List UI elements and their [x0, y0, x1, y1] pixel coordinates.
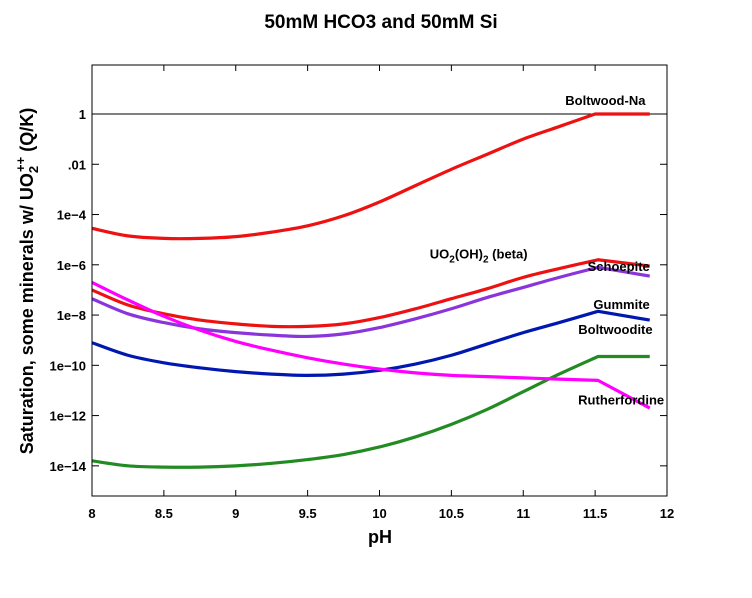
y-axis-label: Saturation, some minerals w/ UO2++ (Q/K): [13, 108, 41, 455]
x-tick-label: 10.5: [439, 506, 464, 521]
series-line-uo2-oh-2-beta: [92, 258, 650, 329]
y-tick-label: 1e−14: [49, 459, 86, 474]
x-tick-label: 8.5: [155, 506, 173, 521]
series-label-uo2-oh-2-beta: UO2(OH)2 (beta): [430, 247, 528, 266]
series-line-boltwoodite: [92, 354, 650, 469]
x-tick-label: 12: [660, 506, 674, 521]
x-axis-label: pH: [368, 527, 392, 547]
series-line-boltwood-na: [92, 112, 650, 241]
series-label-schoepite: Schoepite: [588, 259, 650, 274]
series-label-boltwoodite: Boltwoodite: [578, 322, 652, 337]
x-tick-label: 9: [232, 506, 239, 521]
series-line-gummite: [92, 309, 651, 377]
series-line-schoepite: [92, 265, 651, 339]
series-labels: Boltwood-Na UO2(OH)2 (beta) Schoepite Gummi…: [430, 93, 664, 407]
y-axis: 1 .01 1e−4 1e−6 1e−8 1e−10 1e−12 1e−14: [49, 107, 667, 474]
y-tick-label: 1e−10: [49, 358, 86, 373]
x-tick-label: 8: [88, 506, 95, 521]
series-label-gummite: Gummite: [593, 297, 649, 312]
y-tick-label: 1e−4: [57, 208, 87, 223]
series-label-rutherfordine: Rutherfordine: [578, 392, 664, 407]
chart-title: 50mM HCO3 and 50mM Si: [264, 12, 497, 33]
x-axis: 8 8.5 9 9.5 10 10.5 11 11.5 12: [88, 65, 674, 521]
y-tick-label: 1e−8: [57, 308, 86, 323]
x-tick-label: 10: [372, 506, 386, 521]
x-tick-label: 11: [516, 506, 530, 521]
series-label-boltwood-na: Boltwood-Na: [565, 93, 646, 108]
series-line-rutherfordine: [92, 280, 651, 410]
y-tick-label: 1e−6: [57, 258, 86, 273]
y-tick-label: .01: [68, 157, 86, 172]
y-tick-label: 1: [79, 107, 86, 122]
plot-frame: [91, 64, 668, 497]
y-tick-label: 1e−12: [49, 409, 86, 424]
x-tick-label: 11.5: [583, 506, 608, 521]
series-group: [92, 112, 651, 469]
x-tick-label: 9.5: [299, 506, 317, 521]
